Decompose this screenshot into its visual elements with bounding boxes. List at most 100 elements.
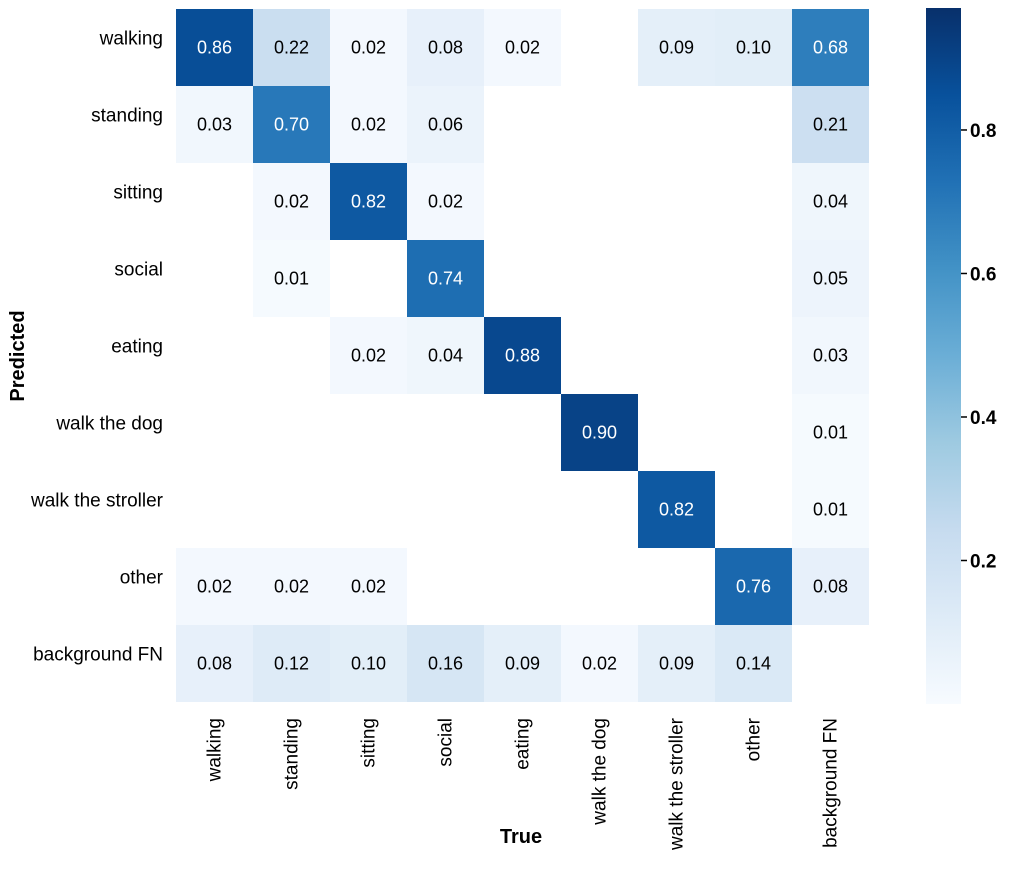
cell-value-label: 0.03 — [813, 346, 848, 366]
cell-value-label: 0.04 — [428, 346, 463, 366]
cell-value-label: 0.02 — [351, 577, 386, 597]
cell-value-label: 0.02 — [351, 346, 386, 366]
cell-value-label: 0.82 — [659, 500, 694, 520]
x-tick-label: walking — [205, 718, 226, 782]
cell-value-label: 0.08 — [197, 654, 232, 674]
heatmap-cell — [330, 317, 407, 394]
cell-value-label: 0.76 — [736, 577, 771, 597]
colorbar — [926, 8, 961, 704]
heatmap-cell — [176, 86, 253, 163]
cell-value-label: 0.90 — [582, 423, 617, 443]
y-tick-label: other — [120, 568, 164, 589]
cell-value-label: 0.02 — [582, 654, 617, 674]
y-tick-label: walking — [99, 29, 163, 50]
x-tick-label: walk the dog — [590, 718, 611, 826]
heatmap-cell — [792, 548, 869, 625]
heatmap-cell — [715, 9, 792, 86]
x-tick-label: other — [744, 717, 765, 761]
cell-value-label: 0.08 — [813, 577, 848, 597]
heatmap-cell — [792, 317, 869, 394]
x-tick-label: eating — [513, 718, 534, 770]
cell-value-label: 0.09 — [659, 38, 694, 58]
cell-value-label: 0.09 — [505, 654, 540, 674]
cell-value-label: 0.02 — [351, 115, 386, 135]
heatmap-cell — [407, 625, 484, 702]
y-tick-label: background FN — [33, 645, 163, 666]
cell-value-label: 0.02 — [351, 38, 386, 58]
cell-value-label: 0.09 — [659, 654, 694, 674]
heatmap-cell — [484, 317, 561, 394]
y-tick-label: walk the stroller — [30, 491, 164, 512]
y-tick-label: sitting — [113, 183, 163, 204]
heatmap-cell — [561, 625, 638, 702]
colorbar-tick-label: 0.4 — [970, 408, 997, 429]
heatmap-cell — [484, 625, 561, 702]
cell-value-label: 0.05 — [813, 269, 848, 289]
x-tick-label: background FN — [821, 718, 842, 848]
y-tick-label: standing — [91, 106, 163, 127]
heatmap-cell — [330, 548, 407, 625]
heatmap-cell — [638, 471, 715, 548]
heatmap-cell — [484, 9, 561, 86]
heatmap-cell — [792, 163, 869, 240]
x-axis-title: True — [500, 826, 542, 848]
cell-value-label: 0.21 — [813, 115, 848, 135]
cell-value-label: 0.02 — [428, 192, 463, 212]
heatmap-cell — [715, 548, 792, 625]
heatmap-cell — [792, 9, 869, 86]
cell-value-label: 0.02 — [197, 577, 232, 597]
heatmap-cell — [330, 163, 407, 240]
heatmap-cell — [638, 625, 715, 702]
heatmap-cell — [176, 625, 253, 702]
x-tick-labels: walking standing sitting social eating walk t… — [205, 717, 842, 851]
cell-value-label: 0.16 — [428, 654, 463, 674]
heatmap-cell — [330, 625, 407, 702]
cell-value-label: 0.70 — [274, 115, 309, 135]
heatmap-cell — [638, 9, 715, 86]
cell-value-label: 0.02 — [505, 38, 540, 58]
colorbar-ticks: 0.2 0.4 0.6 0.8 — [961, 121, 997, 572]
y-tick-label: social — [114, 260, 163, 281]
y-tick-label: walk the dog — [55, 414, 163, 435]
colorbar-tick-label: 0.8 — [970, 121, 996, 142]
heatmap-cell — [176, 548, 253, 625]
heatmap-cell — [176, 9, 253, 86]
heatmap-cell — [253, 9, 330, 86]
x-tick-label: sitting — [359, 718, 380, 768]
cell-value-label: 0.22 — [274, 38, 309, 58]
y-tick-label: eating — [111, 337, 163, 358]
heatmap-cell — [792, 86, 869, 163]
heatmap-cell — [253, 163, 330, 240]
cell-value-label: 0.12 — [274, 654, 309, 674]
heatmap-cell — [253, 548, 330, 625]
x-tick-label: social — [436, 718, 457, 767]
x-tick-label: standing — [282, 718, 303, 790]
cell-value-label: 0.88 — [505, 346, 540, 366]
cell-value-label: 0.10 — [736, 38, 771, 58]
heatmap-cell — [407, 86, 484, 163]
cell-value-label: 0.03 — [197, 115, 232, 135]
cell-value-label: 0.04 — [813, 192, 848, 212]
heatmap-cell — [561, 394, 638, 471]
cell-value-label: 0.02 — [274, 192, 309, 212]
heatmap-cell — [253, 86, 330, 163]
cell-value-label: 0.01 — [274, 269, 309, 289]
cell-value-label: 0.08 — [428, 38, 463, 58]
heatmap-cells — [176, 9, 869, 702]
cell-value-label: 0.82 — [351, 192, 386, 212]
cell-value-label: 0.06 — [428, 115, 463, 135]
x-tick-label: walk the stroller — [667, 717, 688, 851]
cell-value-label: 0.01 — [813, 423, 848, 443]
heatmap-cell — [330, 86, 407, 163]
heatmap-cell — [792, 471, 869, 548]
cell-value-label: 0.01 — [813, 500, 848, 520]
y-tick-labels: walking standing sitting social eating walk t… — [30, 29, 164, 666]
y-axis-title: Predicted — [7, 310, 29, 401]
heatmap-cell — [407, 240, 484, 317]
cell-value-label: 0.14 — [736, 654, 771, 674]
heatmap-cell — [407, 9, 484, 86]
heatmap-cell — [253, 240, 330, 317]
heatmap-cell — [330, 9, 407, 86]
colorbar-tick-label: 0.6 — [970, 264, 996, 285]
